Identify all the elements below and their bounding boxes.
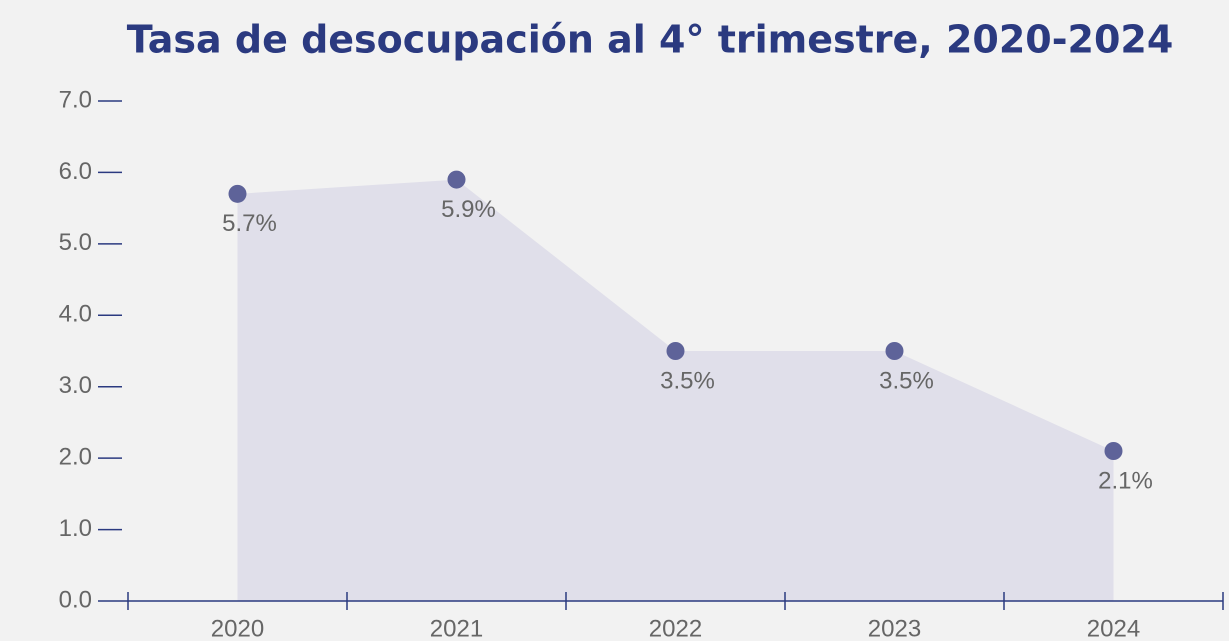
point (885, 342, 904, 360)
data-label: 2.1% (1098, 467, 1153, 494)
area (237, 179, 1114, 602)
y-tick-label: 6.0 (59, 158, 92, 185)
y-tick-label: 0.0 (59, 586, 92, 613)
x-tick-label: 2024 (1087, 615, 1140, 641)
point (447, 170, 466, 189)
data-label: 5.7% (222, 210, 277, 237)
point (228, 184, 247, 203)
data-label: 3.5% (660, 367, 715, 394)
point (1104, 442, 1123, 460)
chart-title: Tasa de desocupación al 4° trimestre, 20… (127, 18, 1174, 62)
y-tick-label: 3.0 (59, 372, 92, 399)
y-tick-label: 2.0 (59, 443, 92, 470)
data-label: 5.9% (441, 196, 496, 223)
y-tick-label: 1.0 (59, 515, 92, 542)
x-tick-label: 2022 (649, 615, 702, 641)
x-tick-label: 2020 (211, 615, 264, 641)
data-label: 3.5% (879, 367, 934, 394)
y-tick-label: 4.0 (59, 301, 92, 328)
point (666, 342, 685, 360)
x-tick-label: 2023 (868, 615, 921, 641)
x-tick-label: 2021 (430, 615, 483, 641)
y-tick-label: 5.0 (59, 229, 92, 256)
y-tick-label: 7.0 (59, 86, 92, 113)
